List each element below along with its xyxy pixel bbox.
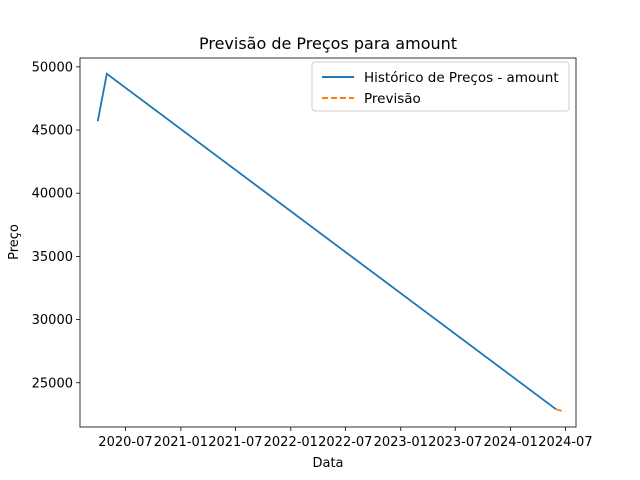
y-tick-label-2: 35000 bbox=[32, 250, 73, 265]
x-tick-label-7: 2024-01 bbox=[483, 435, 537, 450]
chart-title: Previsão de Preços para amount bbox=[199, 34, 457, 53]
y-tick-label-1: 30000 bbox=[32, 313, 73, 328]
x-axis: 2020-07 2021-01 2021-07 2022-01 2022-07 2023-… bbox=[98, 427, 593, 450]
y-tick-label-4: 45000 bbox=[32, 124, 73, 139]
x-tick-label-1: 2021-01 bbox=[154, 435, 208, 450]
y-axis-label: Preço bbox=[7, 224, 22, 260]
y-tick-label-5: 50000 bbox=[32, 60, 73, 75]
legend-label-previsao: Previsão bbox=[364, 91, 421, 107]
x-tick-label-6: 2023-07 bbox=[428, 435, 482, 450]
legend: Histórico de Preços - amount Previsão bbox=[311, 61, 570, 112]
x-tick-label-0: 2020-07 bbox=[98, 435, 152, 450]
x-tick-label-8: 2024-07 bbox=[538, 435, 592, 450]
series-line-0 bbox=[96, 72, 557, 411]
plot-frame bbox=[79, 57, 577, 428]
y-axis: 25000 30000 35000 40000 45000 50000 bbox=[32, 60, 80, 391]
x-tick-label-3: 2022-01 bbox=[264, 435, 318, 450]
x-tick-label-5: 2023-01 bbox=[374, 435, 428, 450]
plot-lines bbox=[96, 72, 566, 413]
y-tick-label-3: 40000 bbox=[32, 187, 73, 202]
x-tick-label-4: 2022-07 bbox=[318, 435, 372, 450]
legend-label-historico: Histórico de Preços - amount bbox=[364, 70, 559, 86]
x-axis-label: Data bbox=[312, 456, 343, 471]
legend-box bbox=[311, 61, 570, 112]
y-tick-label-0: 25000 bbox=[32, 376, 73, 391]
x-tick-label-2: 2021-07 bbox=[208, 435, 262, 450]
series-line-1 bbox=[555, 408, 566, 413]
